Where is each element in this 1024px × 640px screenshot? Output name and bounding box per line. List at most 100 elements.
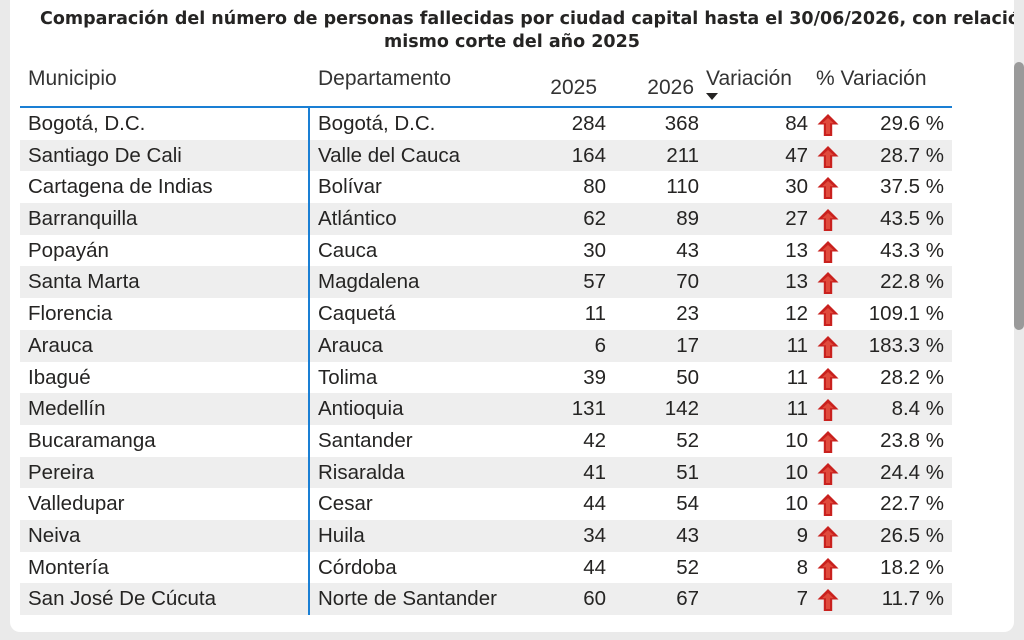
cell-2025: 44 [583,555,606,579]
cell-2026: 110 [666,175,699,199]
cell-municipio: Arauca [28,333,93,357]
cell-2026: 17 [676,333,699,357]
cell-municipio: Pereira [28,460,95,484]
report-title-line-2: mismo corte del año 2025 [384,32,640,52]
cell-2026: 142 [664,397,699,421]
cell-2025: 164 [571,143,606,167]
cell-municipio: Popayán [28,238,109,262]
cell-variacion: 11 [786,365,808,389]
cell-2025: 131 [571,397,606,421]
table-row[interactable]: Ibagué Tolima 39 50 11 28.2 % [20,362,952,394]
cell-variacion: 27 [785,207,808,231]
cell-pct-variacion: 28.2 % [880,365,944,389]
cell-2025: 284 [571,112,606,135]
cell-2025: 11 [584,302,606,326]
cell-municipio: Bucaramanga [28,428,156,452]
cell-2026: 211 [666,143,699,167]
cell-variacion: 10 [785,460,808,484]
cell-2026: 89 [676,207,699,231]
header-pct-variacion[interactable]: % Variación [816,67,927,90]
cell-departamento: Valle del Cauca [318,143,461,167]
cell-2026: 52 [676,555,699,579]
cell-2026: 43 [676,523,699,547]
vertical-scrollbar[interactable] [1014,62,1024,330]
cell-departamento: Bogotá, D.C. [318,112,436,135]
cell-municipio: Medellín [28,397,106,421]
cell-departamento: Bolívar [318,175,382,199]
arrow-up-icon [817,240,839,263]
report-panel: Comparación del número de personas falle… [10,0,1014,632]
cell-municipio: Barranquilla [28,207,138,231]
cell-2025: 44 [583,492,606,516]
header-departamento[interactable]: Departamento [318,67,452,90]
cell-pct-variacion: 26.5 % [880,523,944,547]
cell-variacion: 8 [796,555,808,579]
table-row[interactable]: Popayán Cauca 30 43 13 43.3 % [20,235,952,267]
cell-2025: 57 [583,270,606,294]
table-row[interactable]: Pereira Risaralda 41 51 10 24.4 % [20,456,952,489]
table-row[interactable]: Medellín Antioquia 131 142 11 8.4 % [20,393,952,425]
cell-variacion: 30 [785,175,808,199]
cell-municipio: Santiago De Cali [28,143,182,167]
report-title: Comparación del número de personas falle… [10,8,1014,54]
cell-municipio: Santa Marta [28,270,140,294]
cell-pct-variacion: 18.2 % [880,555,944,579]
cell-2025: 6 [594,333,606,357]
table-row[interactable]: Neiva Huila 34 43 9 26.5 % [20,519,952,552]
cell-variacion: 13 [785,270,808,294]
cell-2025: 30 [583,238,606,262]
column-divider [308,108,310,615]
cell-2026: 54 [676,492,699,516]
deaths-table: Municipio Departamento 2025 2026 Variaci… [20,60,952,615]
arrow-up-icon [817,209,839,232]
table-row[interactable]: Santiago De Cali Valle del Cauca 164 211 47 2… [20,139,952,172]
arrow-up-icon [817,525,839,548]
table-row[interactable]: Barranquilla Atlántico 62 89 27 43.5 % [20,203,952,235]
table-row[interactable]: Bogotá, D.C. Bogotá, D.C. 284 368 84 29.6 % [20,108,952,140]
cell-variacion: 11 [786,397,808,421]
table-row[interactable]: Santa Marta Magdalena 57 70 13 22.8 % [20,266,952,299]
table-row[interactable]: Arauca Arauca 6 17 11 183.3 % [20,329,952,362]
arrow-up-icon [817,494,839,517]
arrow-up-icon [817,335,839,358]
cell-municipio: Bogotá, D.C. [28,112,146,135]
cell-pct-variacion: 183.3 % [868,333,944,357]
cell-2025: 60 [583,587,606,611]
header-variacion[interactable]: Variación [706,67,792,90]
arrow-up-icon [817,304,839,327]
header-2025[interactable]: 2025 [550,76,597,99]
cell-variacion: 7 [796,587,808,611]
cell-departamento: Norte de Santander [318,587,497,611]
cell-2026: 67 [676,587,699,611]
arrow-up-icon [817,589,839,612]
table-row[interactable]: Bucaramanga Santander 42 52 10 23.8 % [20,425,952,457]
cell-2025: 80 [583,175,606,199]
table-row[interactable]: Cartagena de Indias Bolívar 80 110 30 37.5 % [20,171,952,203]
cell-departamento: Córdoba [318,555,397,579]
cell-2025: 41 [583,460,606,484]
header-2026[interactable]: 2026 [647,76,694,99]
table-row[interactable]: San José De Cúcuta Norte de Santander 60 67… [20,583,952,615]
table-row[interactable]: Valledupar Cesar 44 54 10 22.7 % [20,488,952,520]
cell-pct-variacion: 23.8 % [880,428,944,452]
cell-2025: 39 [583,365,606,389]
cell-variacion: 13 [785,238,808,262]
table-row[interactable]: Montería Córdoba 44 52 8 18.2 % [20,552,952,584]
cell-2026: 23 [676,302,699,326]
arrow-up-icon [817,399,839,422]
cell-variacion: 84 [785,112,808,135]
cell-2026: 51 [676,460,699,484]
cell-variacion: 9 [796,523,808,547]
arrow-up-icon [817,430,839,453]
cell-variacion: 11 [786,333,808,357]
sort-descending-icon[interactable] [706,93,718,100]
arrow-up-icon [817,177,839,200]
cell-variacion: 10 [785,492,808,516]
cell-municipio: San José De Cúcuta [28,587,217,611]
table-row[interactable]: Florencia Caquetá 11 23 12 109.1 % [20,298,952,330]
table-body: Bogotá, D.C. Bogotá, D.C. 284 368 84 29.6 % Sa… [20,108,952,615]
cell-pct-variacion: 11.7 % [881,587,944,611]
header-municipio[interactable]: Municipio [28,67,117,90]
cell-pct-variacion: 29.6 % [880,112,944,135]
cell-departamento: Caquetá [318,302,396,326]
